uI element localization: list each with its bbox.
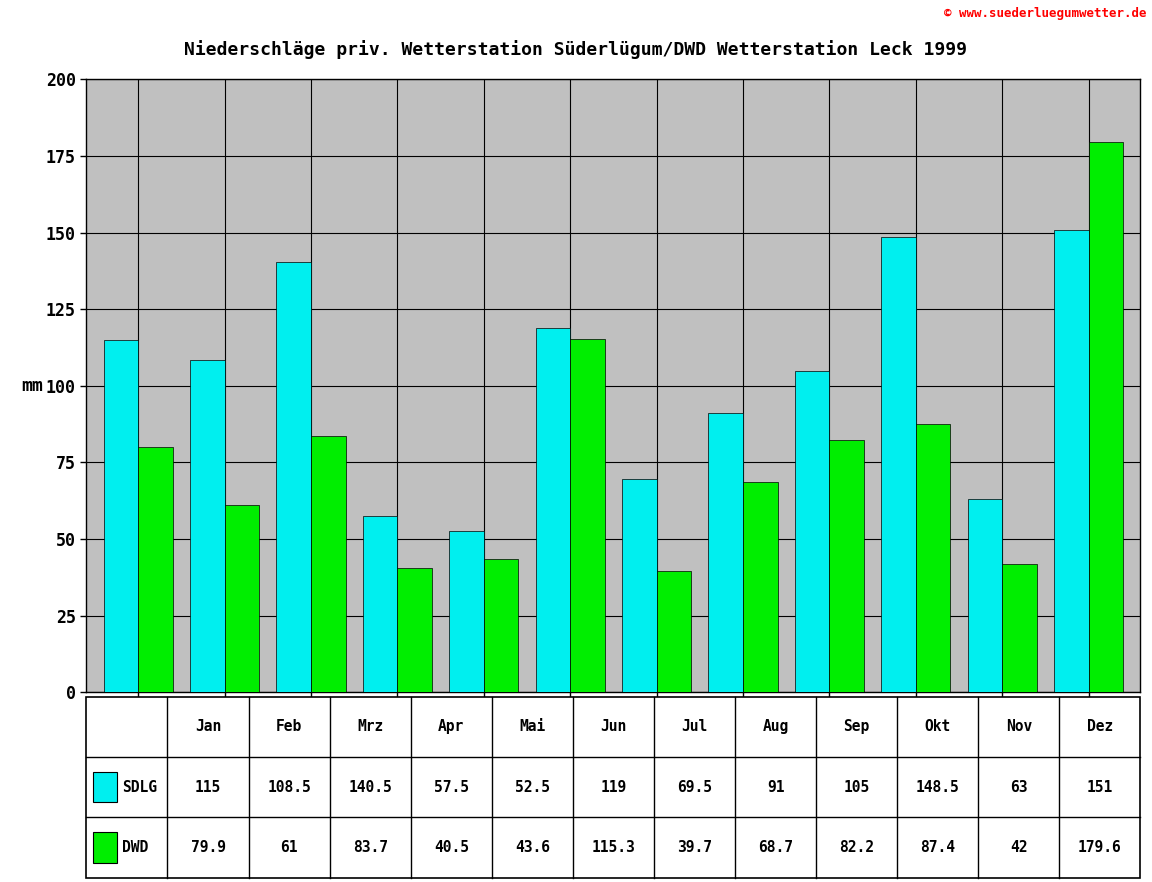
Bar (190, 360, 225, 692)
Text: Okt: Okt (925, 720, 950, 735)
Text: 151: 151 (1086, 780, 1113, 795)
Bar (1089, 142, 1123, 692)
Bar (829, 440, 864, 692)
Text: Jun: Jun (600, 720, 627, 735)
Text: © www.suederluegumwetter.de: © www.suederluegumwetter.de (943, 7, 1146, 20)
Text: 82.2: 82.2 (839, 840, 874, 855)
Text: Sep: Sep (843, 720, 870, 735)
Bar (743, 482, 778, 692)
Bar (276, 262, 311, 692)
Text: 57.5: 57.5 (434, 780, 469, 795)
Text: 39.7: 39.7 (677, 840, 712, 855)
Text: 140.5: 140.5 (348, 780, 392, 795)
Text: 40.5: 40.5 (434, 840, 469, 855)
Bar (622, 479, 657, 692)
Text: 43.6: 43.6 (515, 840, 550, 855)
Text: SDLG: SDLG (122, 780, 157, 795)
Text: 61: 61 (280, 840, 298, 855)
Text: Mai: Mai (520, 720, 546, 735)
Text: 119: 119 (600, 780, 627, 795)
Text: 115: 115 (195, 780, 221, 795)
Text: Nov: Nov (1006, 720, 1032, 735)
Text: 108.5: 108.5 (267, 780, 311, 795)
Text: 148.5: 148.5 (916, 780, 960, 795)
Text: Jan: Jan (195, 720, 221, 735)
Text: 105: 105 (843, 780, 870, 795)
Text: 69.5: 69.5 (677, 780, 712, 795)
Text: 83.7: 83.7 (353, 840, 388, 855)
Text: 79.9: 79.9 (190, 840, 226, 855)
Text: Aug: Aug (763, 720, 789, 735)
Bar (138, 447, 173, 692)
Bar (916, 424, 950, 692)
Text: 115.3: 115.3 (592, 840, 635, 855)
Bar (484, 558, 518, 692)
Text: 52.5: 52.5 (515, 780, 550, 795)
Bar (968, 499, 1002, 692)
Bar (708, 414, 743, 692)
Bar (311, 436, 346, 692)
Text: 68.7: 68.7 (758, 840, 793, 855)
Text: 63: 63 (1010, 780, 1028, 795)
Y-axis label: mm: mm (21, 377, 43, 395)
Bar (1054, 229, 1089, 692)
Bar (225, 505, 259, 692)
Text: Dez: Dez (1086, 720, 1113, 735)
Bar (363, 516, 397, 692)
Text: 87.4: 87.4 (920, 840, 955, 855)
Bar (397, 568, 432, 692)
Text: Apr: Apr (438, 720, 464, 735)
Bar (570, 339, 605, 692)
Text: 42: 42 (1010, 840, 1028, 855)
Bar (657, 571, 691, 692)
Bar (795, 370, 829, 692)
Text: Mrz: Mrz (357, 720, 384, 735)
Text: DWD: DWD (122, 840, 149, 855)
Text: Jul: Jul (681, 720, 707, 735)
Text: Niederschläge priv. Wetterstation Süderlügum/DWD Wetterstation Leck 1999: Niederschläge priv. Wetterstation Süderl… (184, 40, 968, 59)
Text: 179.6: 179.6 (1078, 840, 1122, 855)
Bar (536, 327, 570, 692)
Bar (1002, 564, 1037, 692)
Bar (881, 237, 916, 692)
Text: 91: 91 (767, 780, 785, 795)
Bar (449, 532, 484, 692)
Bar (104, 340, 138, 692)
Text: Feb: Feb (276, 720, 302, 735)
